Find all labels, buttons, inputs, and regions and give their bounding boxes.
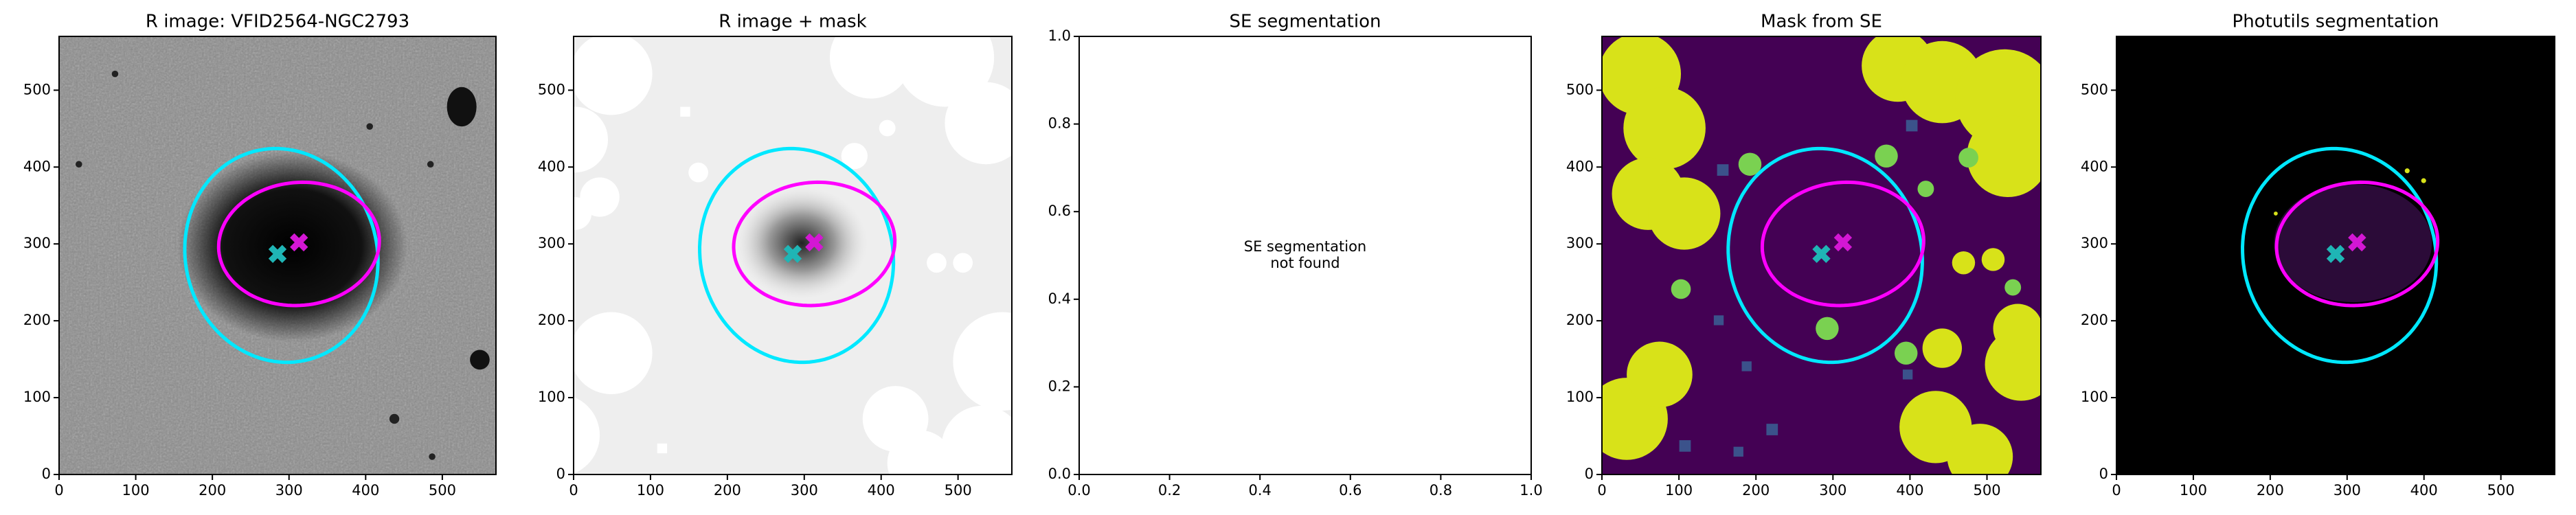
y-tick-label: 400: [538, 158, 565, 174]
y-tick-label: 100: [2081, 389, 2108, 405]
x-tick-label: 300: [275, 482, 303, 499]
se-mask: [1602, 36, 2041, 475]
y-tick-label: 500: [2081, 81, 2108, 98]
panel-title: R image: VFID2564-NGC2793: [146, 12, 409, 32]
axes-frame: [58, 36, 497, 475]
x-tick-label: 200: [2257, 482, 2284, 499]
x-tick-label: 100: [2180, 482, 2207, 499]
marker: [2326, 244, 2345, 263]
x-tick-label: 100: [637, 482, 664, 499]
axes-frame: [1601, 36, 2042, 475]
y-tick-label: 400: [2081, 158, 2108, 174]
axes-frame: [573, 36, 1013, 475]
axes-frame: [2116, 36, 2555, 475]
ellipse: [697, 146, 896, 365]
y-tick-label: 200: [1566, 312, 1594, 328]
y-tick-label: 200: [2081, 312, 2108, 328]
ellipse: [1760, 180, 1925, 308]
marker: [1812, 244, 1831, 263]
y-tick-label: 500: [538, 81, 565, 98]
y-tick-label: 100: [1566, 389, 1594, 405]
x-tick-label: 300: [791, 482, 818, 499]
x-tick-label: 200: [714, 482, 741, 499]
x-tick-label: 400: [1896, 482, 1923, 499]
y-tick-label: 200: [23, 312, 51, 328]
annotation: SE segmentation: [1244, 238, 1366, 255]
image-backgrounds: [59, 36, 2555, 475]
x-tick-label: 0: [2112, 482, 2121, 499]
y-tick-label: 0: [2099, 466, 2108, 482]
y-tick-label: 400: [1566, 158, 1594, 174]
y-tick-label: 500: [23, 81, 51, 98]
annotation: not found: [1270, 255, 1340, 271]
marker: [1833, 233, 1853, 252]
x-tick-label: 0: [1597, 482, 1606, 499]
x-tick-label: 0: [54, 482, 63, 499]
x-tick-label: 100: [122, 482, 150, 499]
x-tick-label: 300: [1819, 482, 1846, 499]
marker: [783, 244, 802, 263]
x-tick-label: 500: [2487, 482, 2515, 499]
marker: [805, 233, 824, 252]
panel-title: Photutils segmentation: [2233, 12, 2439, 32]
y-tick-label: 100: [23, 389, 51, 405]
x-tick-label: 200: [199, 482, 226, 499]
y-tick-label: 300: [2081, 235, 2108, 251]
x-tick-label: 0.6: [1339, 482, 1362, 499]
x-tick-label: 500: [1973, 482, 2000, 499]
y-tick-label: 0.0: [1048, 466, 1071, 482]
y-tick-label: 300: [538, 235, 565, 251]
y-tick-label: 0: [556, 466, 565, 482]
x-tick-label: 400: [2410, 482, 2438, 499]
axes-frame: [1078, 36, 1532, 475]
x-tick-label: 500: [945, 482, 972, 499]
x-tick-label: 0: [569, 482, 578, 499]
x-tick-label: 0.8: [1430, 482, 1452, 499]
x-tick-label: 0.4: [1248, 482, 1271, 499]
y-tick-label: 300: [1566, 235, 1594, 251]
panel-title: Mask from SE: [1761, 12, 1882, 32]
y-tick-label: 500: [1566, 81, 1594, 98]
y-tick-label: 0.6: [1048, 203, 1071, 219]
x-tick-label: 200: [1742, 482, 1770, 499]
y-tick-label: 0: [1585, 466, 1594, 482]
y-tick-label: 0: [42, 466, 51, 482]
ellipse: [732, 180, 897, 308]
y-tick-label: 300: [23, 235, 51, 251]
x-tick-label: 400: [352, 482, 379, 499]
y-tick-label: 100: [538, 389, 565, 405]
y-tick-label: 0.8: [1048, 115, 1071, 132]
ellipse: [2274, 180, 2440, 308]
y-tick-label: 0.4: [1048, 290, 1071, 307]
ellipse: [2240, 146, 2439, 365]
x-tick-label: 0.2: [1158, 482, 1181, 499]
panel-title: SE segmentation: [1230, 12, 1381, 32]
y-tick-label: 200: [538, 312, 565, 328]
x-tick-label: 500: [429, 482, 456, 499]
x-tick-label: 1.0: [1519, 482, 1542, 499]
ellipse: [183, 146, 380, 365]
x-tick-label: 300: [2334, 482, 2361, 499]
ellipse: [216, 180, 381, 308]
panel-title: R image + mask: [719, 12, 867, 32]
masked-image: [573, 36, 1013, 475]
marker: [2348, 233, 2366, 252]
x-tick-label: 400: [868, 482, 895, 499]
y-tick-label: 0.2: [1048, 378, 1071, 394]
y-tick-label: 400: [23, 158, 51, 174]
y-tick-label: 1.0: [1048, 27, 1071, 44]
x-tick-label: 100: [1665, 482, 1693, 499]
x-tick-label: 0.0: [1067, 482, 1090, 499]
marker: [268, 244, 287, 263]
ellipse: [1726, 146, 1924, 365]
marker: [290, 233, 308, 252]
